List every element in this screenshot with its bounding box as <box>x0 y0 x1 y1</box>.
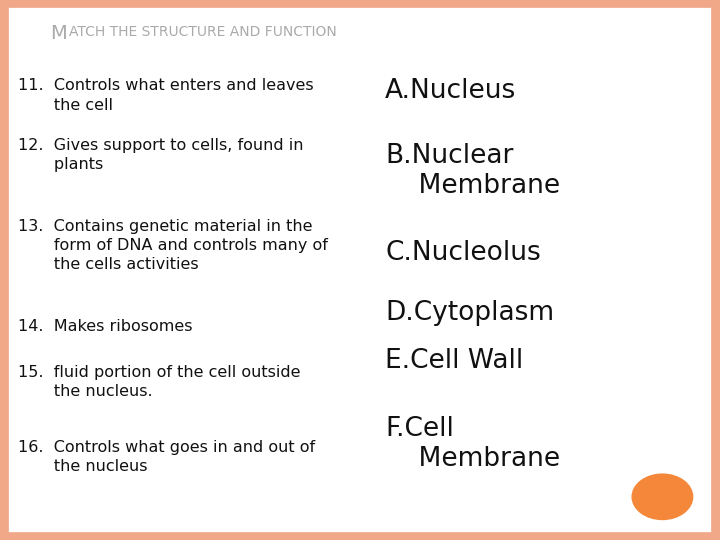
Text: A.Nucleus: A.Nucleus <box>385 78 516 104</box>
Circle shape <box>632 474 693 519</box>
Text: C.Nucleolus: C.Nucleolus <box>385 240 541 266</box>
Text: B.Nuclear
    Membrane: B.Nuclear Membrane <box>385 143 560 199</box>
Text: 12.  Gives support to cells, found in
       plants: 12. Gives support to cells, found in pla… <box>18 138 304 172</box>
Text: 13.  Contains genetic material in the
       form of DNA and controls many of
  : 13. Contains genetic material in the for… <box>18 219 328 272</box>
Text: F.Cell
    Membrane: F.Cell Membrane <box>385 416 560 472</box>
Text: 16.  Controls what goes in and out of
       the nucleus: 16. Controls what goes in and out of the… <box>18 440 315 474</box>
Text: 15.  fluid portion of the cell outside
       the nucleus.: 15. fluid portion of the cell outside th… <box>18 364 300 399</box>
Text: ATCH THE STRUCTURE AND FUNCTION: ATCH THE STRUCTURE AND FUNCTION <box>69 25 337 39</box>
FancyBboxPatch shape <box>4 3 716 537</box>
Text: D.Cytoplasm: D.Cytoplasm <box>385 300 554 326</box>
Text: M: M <box>50 24 67 43</box>
Text: E.Cell Wall: E.Cell Wall <box>385 348 523 374</box>
Text: 11.  Controls what enters and leaves
       the cell: 11. Controls what enters and leaves the … <box>18 78 314 112</box>
Text: 14.  Makes ribosomes: 14. Makes ribosomes <box>18 319 192 334</box>
